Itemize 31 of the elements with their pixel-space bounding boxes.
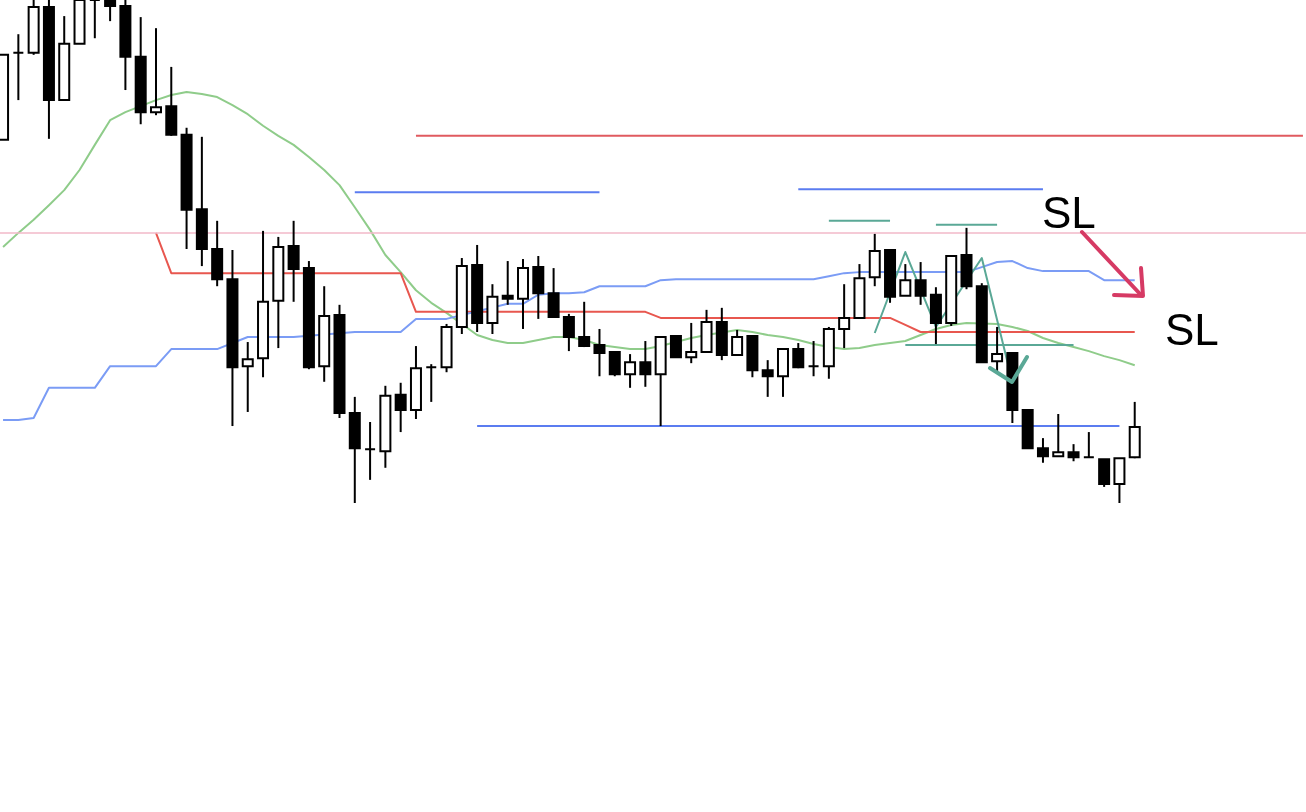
candlestick xyxy=(1082,431,1095,459)
candlestick xyxy=(899,263,912,297)
candlestick xyxy=(425,363,438,403)
annotation: SL xyxy=(1042,188,1096,237)
candlestick xyxy=(12,33,25,102)
candlestick xyxy=(685,321,698,365)
candlestick xyxy=(1052,412,1065,458)
candlestick xyxy=(241,341,254,413)
candlestick xyxy=(364,421,377,481)
candlestick xyxy=(807,340,820,378)
candlestick xyxy=(578,300,591,349)
candlestick xyxy=(914,261,927,306)
candlestick xyxy=(394,381,407,434)
candlestick xyxy=(608,351,621,378)
candlestick xyxy=(562,312,575,353)
candlestick xyxy=(547,267,560,318)
candlestick xyxy=(104,0,117,23)
candlestick xyxy=(1036,437,1049,464)
candlestick xyxy=(792,342,805,370)
candlestick xyxy=(287,219,300,303)
candlestick xyxy=(669,335,682,359)
candlestick xyxy=(501,260,514,306)
candlestick xyxy=(88,0,101,40)
candlestick xyxy=(149,27,162,117)
candlestick xyxy=(731,328,744,357)
candlestick xyxy=(593,327,606,378)
annotation: SL xyxy=(1165,305,1219,354)
candlestick xyxy=(838,283,851,350)
candlestick xyxy=(639,340,652,388)
candlestick xyxy=(761,359,774,398)
candlestick xyxy=(624,353,637,389)
